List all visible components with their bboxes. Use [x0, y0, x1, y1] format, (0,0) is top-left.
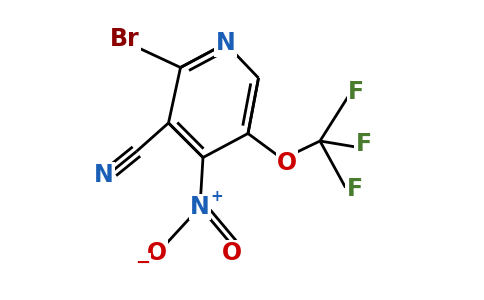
Text: N: N [190, 195, 210, 219]
Text: F: F [347, 177, 363, 201]
Text: Br: Br [110, 27, 140, 51]
Text: N: N [94, 164, 114, 188]
Text: F: F [348, 80, 364, 103]
Text: −: − [136, 254, 151, 272]
Text: N: N [216, 32, 235, 56]
Text: O: O [277, 152, 297, 176]
Text: +: + [210, 189, 223, 204]
Text: O: O [222, 242, 242, 266]
Text: O: O [147, 242, 166, 266]
Text: F: F [355, 132, 372, 156]
